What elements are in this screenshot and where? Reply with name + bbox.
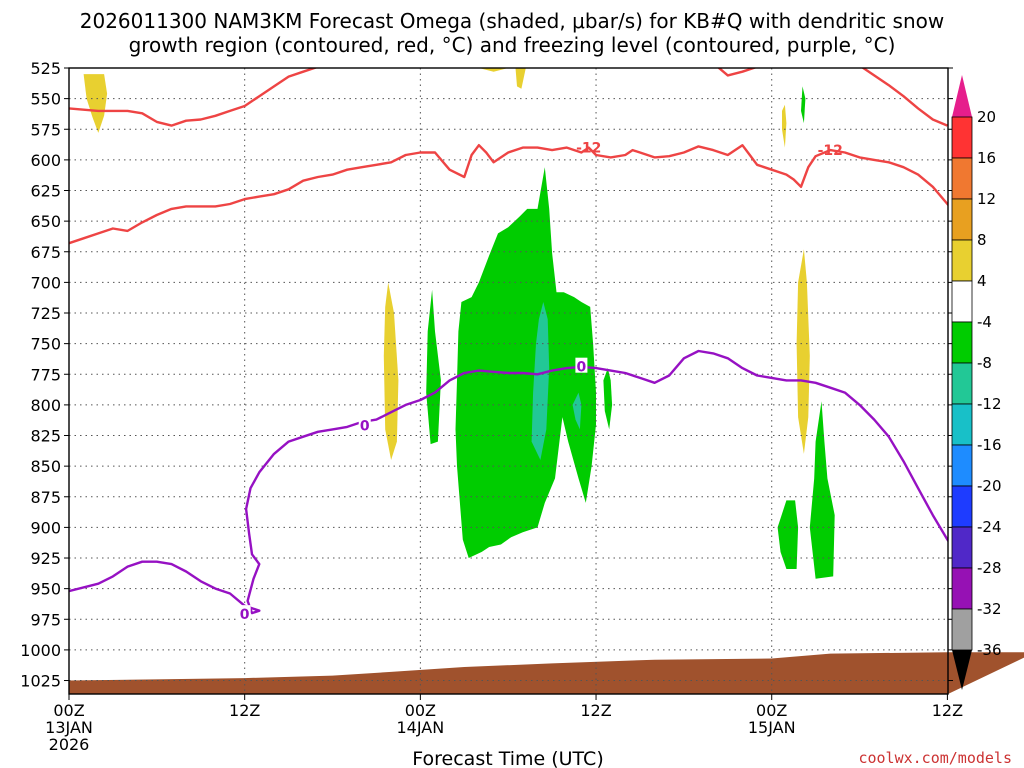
y-axis-ticks: 525 550 575 600 625 650 675 700 725 750 775 800 825 8… bbox=[20, 59, 953, 691]
colorbar-label: -36 bbox=[977, 641, 1002, 659]
chart-title-line-1: 2026011300 NAM3KM Forecast Omega (shaded… bbox=[80, 9, 945, 33]
colorbar-swatch bbox=[951, 280, 973, 323]
y-tick-label: 700 bbox=[30, 273, 61, 292]
colorbar-swatch bbox=[951, 157, 973, 200]
freezing-level-label: 0 bbox=[577, 360, 587, 376]
omega-region bbox=[455, 167, 596, 558]
colorbar-label: 12 bbox=[977, 190, 996, 208]
colorbar-label: 4 bbox=[977, 272, 987, 290]
omega-region bbox=[572, 392, 582, 430]
omega-region bbox=[777, 500, 799, 569]
contour-line bbox=[69, 68, 319, 127]
omega-region bbox=[83, 74, 108, 133]
freezing-level-line bbox=[69, 349, 948, 615]
colorbar-label: -16 bbox=[977, 436, 1002, 454]
colorbar-top-arrow bbox=[952, 75, 972, 117]
colorbar-swatch bbox=[951, 321, 973, 364]
y-tick-label: 725 bbox=[30, 304, 61, 323]
colorbar-label: 16 bbox=[977, 149, 996, 167]
x-tick-label: 00Z bbox=[756, 701, 787, 720]
plot-frame bbox=[68, 67, 949, 695]
y-tick-label: 1000 bbox=[20, 641, 61, 660]
colorbar-label: -8 bbox=[977, 354, 992, 372]
x-tick-label: 14JAN bbox=[397, 718, 445, 737]
colorbar-label: 8 bbox=[977, 231, 987, 249]
colorbar-label: -4 bbox=[977, 313, 992, 331]
colorbar-label: 20 bbox=[977, 108, 996, 126]
x-axis-label: Forecast Time (UTC) bbox=[412, 748, 603, 768]
omega-region bbox=[515, 68, 526, 89]
colorbar-swatch bbox=[951, 116, 973, 159]
y-tick-label: 975 bbox=[30, 610, 61, 629]
chart-title-line-2: growth region (contoured, red, °C) and f… bbox=[129, 33, 896, 57]
omega-region bbox=[531, 302, 550, 460]
colorbar-label: -28 bbox=[977, 559, 1002, 577]
freezing-label-bg bbox=[238, 605, 251, 621]
colorbar-swatch bbox=[951, 239, 973, 282]
y-tick-label: 775 bbox=[30, 365, 61, 384]
x-tick-label: 13JAN bbox=[45, 718, 93, 737]
credit-text: coolwx.com/models bbox=[858, 749, 1012, 767]
colorbar-label: -12 bbox=[977, 395, 1002, 413]
y-tick-label: 550 bbox=[30, 90, 61, 109]
colorbar-swatch bbox=[951, 362, 973, 405]
freezing-label-bg bbox=[358, 416, 371, 432]
x-tick-label: 15JAN bbox=[748, 718, 796, 737]
colorbar-swatch bbox=[951, 567, 973, 610]
omega-region bbox=[383, 282, 399, 460]
y-tick-label: 575 bbox=[30, 120, 61, 139]
contour-line bbox=[717, 68, 758, 77]
x-tick-label: 00Z bbox=[405, 701, 436, 720]
y-tick-label: 875 bbox=[30, 488, 61, 507]
y-tick-label: 675 bbox=[30, 243, 61, 262]
terrain-area bbox=[69, 652, 1024, 694]
colorbar-swatch bbox=[951, 403, 973, 446]
y-tick-label: 925 bbox=[30, 549, 61, 568]
contour-line bbox=[861, 68, 948, 127]
y-tick-label: 525 bbox=[30, 59, 61, 78]
omega-region bbox=[426, 289, 441, 445]
omega-region bbox=[796, 249, 810, 454]
colorbar-swatch bbox=[951, 444, 973, 487]
freezing-level-label: 0 bbox=[240, 607, 250, 623]
y-tick-label: 625 bbox=[30, 182, 61, 201]
y-tick-label: 650 bbox=[30, 212, 61, 231]
y-tick-label: 825 bbox=[30, 427, 61, 446]
x-tick-label: 00Z bbox=[53, 701, 84, 720]
colorbar-label: -20 bbox=[977, 477, 1002, 495]
y-tick-label: 750 bbox=[30, 335, 61, 354]
x-tick-label: 2026 bbox=[49, 735, 90, 754]
x-tick-label: 12Z bbox=[932, 701, 963, 720]
x-tick-label: 12Z bbox=[229, 701, 260, 720]
colorbar-swatch bbox=[951, 485, 973, 528]
colorbar: 20 16 12 8 4 -4 -8 -12 -16 -20 -24 -28 -32 -36 bbox=[951, 75, 1002, 690]
x-tick-label: 12Z bbox=[580, 701, 611, 720]
y-tick-label: 800 bbox=[30, 396, 61, 415]
colorbar-swatch bbox=[951, 198, 973, 241]
colorbar-bottom-arrow bbox=[952, 650, 972, 690]
omega-region bbox=[809, 401, 835, 579]
colorbar-label: -24 bbox=[977, 518, 1002, 536]
colorbar-swatch bbox=[951, 526, 973, 569]
y-tick-label: 600 bbox=[30, 151, 61, 170]
omega-region bbox=[603, 368, 613, 430]
freezing-level-label: 0 bbox=[360, 418, 370, 434]
freezing-label-bg bbox=[575, 357, 588, 373]
colorbar-label: -32 bbox=[977, 600, 1002, 618]
omega-region bbox=[782, 104, 787, 148]
y-tick-label: 950 bbox=[30, 580, 61, 599]
y-tick-label: 1025 bbox=[20, 672, 61, 691]
omega-region bbox=[801, 86, 806, 124]
colorbar-swatch bbox=[951, 608, 973, 651]
omega-shading bbox=[83, 68, 835, 579]
y-tick-label: 850 bbox=[30, 457, 61, 476]
y-tick-label: 900 bbox=[30, 518, 61, 537]
terrain-shading bbox=[69, 652, 1024, 694]
omega-region bbox=[478, 68, 509, 72]
contour-line bbox=[69, 143, 948, 245]
